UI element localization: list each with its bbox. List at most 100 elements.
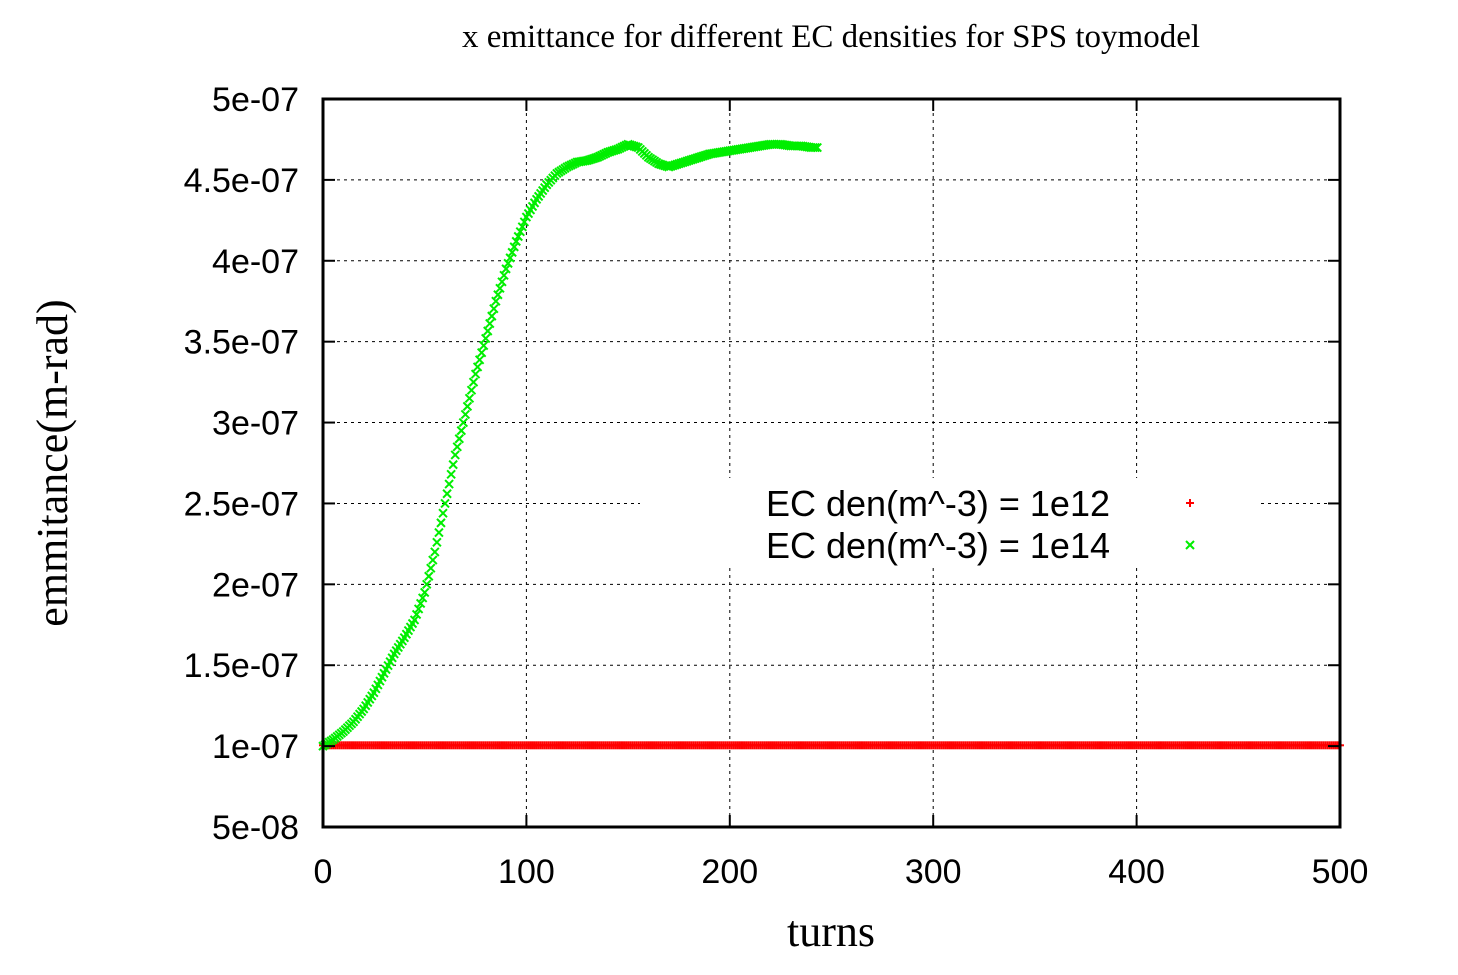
data-point-1e14 [483,326,493,336]
cross-marker-b [491,296,501,306]
plot-frame [321,97,1342,829]
y-tick-label: 3.5e-07 [184,324,299,362]
cross-marker-b [462,401,473,412]
series-1e14 [318,139,822,751]
data-point-1e14 [493,290,503,300]
cross-marker-b [442,489,452,499]
y-tick-label: 1e-07 [212,728,299,766]
data-point-1e14 [472,362,483,372]
x-tick-label: 100 [498,853,555,891]
cross-marker-b [458,417,469,428]
cross-marker-b [511,236,521,247]
y-tick-label: 2e-07 [212,566,299,604]
data-point-1e14 [426,563,436,573]
y-tick-label: 2.5e-07 [184,485,299,523]
data-point-1e14 [434,527,444,538]
data-point-1e14 [505,253,515,263]
data-point-1e14 [495,283,505,293]
cross-marker-b [810,142,820,153]
x-tick-label: 400 [1108,853,1165,891]
x-tick-labels: 0 100 200 300 400 500 [314,853,1369,891]
x-tick-label: 200 [701,853,758,891]
data-point-1e14 [409,615,420,625]
cross-marker-b [434,527,444,538]
data-point-1e14 [468,377,479,387]
cross-marker-b [499,270,509,281]
data-point-1e14 [810,142,820,153]
data-point-1e14 [430,547,440,557]
cross-marker-b [446,469,456,480]
data-point-1e14 [450,450,460,460]
cross-marker-b [466,385,477,395]
legend-marker-1e14 [1185,540,1195,550]
legend: EC den(m^-3) = 1e12 EC den(m^-3) = 1e14 [640,478,1260,568]
cross-marker-b [419,587,430,598]
cross-marker-b [438,508,448,518]
data-point-1e14 [499,270,509,281]
axis-ticks [322,98,1341,828]
cross-marker-b [426,563,436,573]
data-point-1e14 [444,479,454,489]
y-tick-label: 4.5e-07 [184,162,299,200]
cross-marker-b [501,264,511,274]
y-tick-labels: 5e-08 1e-07 1.5e-07 2e-07 2.5e-07 3e-07 3.5e-0… [184,81,299,847]
cross-marker-b [411,609,422,620]
data-point-1e14 [428,555,438,565]
cross-marker-b [495,283,505,293]
data-point-1e14 [515,226,526,237]
cross-marker-b [515,226,526,237]
cross-marker-b [464,393,475,403]
data-point-1e14 [812,142,822,153]
data-point-1e14 [456,425,467,436]
data-point-1e14 [489,303,499,314]
data-point-1e14 [466,385,477,395]
x-tick-label: 500 [1312,853,1369,891]
data-point-1e14 [446,469,456,480]
data-point-1e14 [454,434,464,444]
legend-label-1e14: EC den(m^-3) = 1e14 [766,525,1110,566]
data-point-1e14 [432,537,442,547]
data-point-1e14 [497,277,507,287]
y-tick-label: 1.5e-07 [184,647,299,685]
cross-marker-b [436,518,446,528]
data-point-1e14 [476,347,487,358]
series-1e12 [319,741,1344,750]
cross-marker-b [1185,540,1195,550]
cross-marker-b [493,290,503,300]
chart-title: x emittance for different EC densities f… [462,19,1200,55]
cross-marker-b [505,253,515,263]
data-point-1e14 [460,409,471,420]
data-point-1e14 [458,417,469,428]
legend-cross-marker [1185,540,1195,550]
cross-marker-b [417,593,428,603]
cross-marker-b [415,598,426,609]
cross-marker-b [478,340,489,351]
cross-marker-b [489,303,499,314]
data-point-1e14 [442,489,452,499]
cross-marker-b [448,459,458,470]
cross-marker-b [483,326,493,336]
cross-marker-b [432,537,442,547]
x-tick-label: 0 [314,853,333,891]
cross-marker-b [444,479,454,489]
cross-marker-b [497,277,507,287]
data-point-1e14 [507,247,517,258]
y-axis-label: emmitance(m-rad) [28,299,77,626]
cross-marker-b [456,425,467,436]
cross-marker-b [450,450,460,460]
cross-marker-b [470,369,481,379]
data-point-1e14 [464,393,475,403]
data-point-1e14 [411,609,422,620]
data-point-1e14 [511,236,521,247]
data-point-1e14 [487,311,497,321]
cross-marker-b [509,242,519,252]
data-point-1e14 [481,333,491,344]
data-point-1e14 [424,571,434,581]
cross-marker-b [476,347,487,358]
cross-marker-b [468,377,479,387]
cross-marker-b [454,434,464,444]
data-point-1e14 [474,355,485,365]
data-point-1e14 [501,264,511,274]
data-point-1e14 [436,518,446,528]
